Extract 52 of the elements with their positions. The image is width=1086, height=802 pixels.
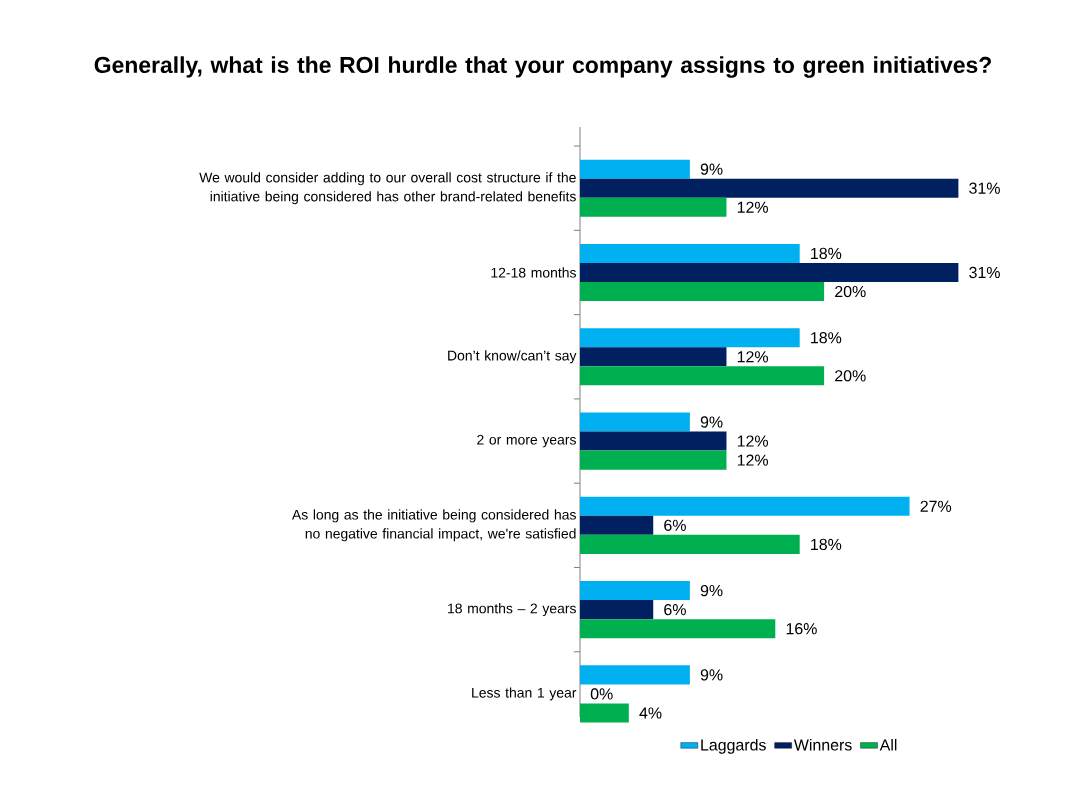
data-label: 6% <box>664 603 686 616</box>
data-label: 18% <box>811 332 842 344</box>
bar <box>580 600 654 620</box>
bar <box>580 366 825 386</box>
data-label: 18% <box>811 538 842 551</box>
bar <box>580 328 800 348</box>
data-label: 9% <box>700 416 723 428</box>
bar <box>580 703 629 723</box>
bar <box>580 665 690 685</box>
bar <box>580 197 727 217</box>
data-label: 9% <box>700 584 723 597</box>
data-label: 18% <box>811 247 842 260</box>
data-label: 0% <box>590 688 613 700</box>
y-tick-label: Don’t know/can’t say <box>448 350 577 364</box>
bar <box>580 159 690 179</box>
data-label: 31% <box>969 182 1000 194</box>
data-label: 20% <box>835 370 866 382</box>
legend-label: All <box>879 738 897 751</box>
bar <box>580 282 825 302</box>
data-label: 20% <box>835 285 866 298</box>
bar <box>580 178 959 198</box>
bar <box>580 243 800 263</box>
data-label: 9% <box>700 669 723 681</box>
data-label: 12% <box>737 454 769 466</box>
bar <box>580 496 910 516</box>
data-label: 6% <box>664 519 686 531</box>
data-label: 16% <box>786 623 817 635</box>
y-tick-label: Less than 1 year <box>472 687 577 701</box>
data-label: 12% <box>737 435 769 447</box>
data-label: 31% <box>969 266 1000 279</box>
data-label: 4% <box>639 707 662 719</box>
bar <box>580 347 727 367</box>
y-tick-label: 2 or more years <box>477 434 576 448</box>
y-tick-label: As long as the initiative being considered has no negative financial impact, we're satisfied <box>291 509 576 542</box>
bar <box>580 450 727 470</box>
bar <box>580 581 690 601</box>
legend-label: Winners <box>793 738 852 751</box>
data-label: 12% <box>737 201 769 213</box>
bar <box>580 431 727 451</box>
bar <box>580 412 690 432</box>
data-label: 12% <box>737 351 769 363</box>
legend-label: Laggards <box>701 738 766 754</box>
bar <box>580 534 800 554</box>
bar <box>580 619 776 639</box>
y-tick-label: 12-18 months <box>491 267 576 278</box>
y-tick-label: We would consider adding to our overall cost structure if the initiative being considered has other brand-related benefits <box>199 172 576 205</box>
data-label: 27% <box>920 500 952 512</box>
data-label: 9% <box>700 163 723 175</box>
bar <box>580 515 654 535</box>
bar <box>580 262 959 283</box>
chart-title: Generally, what is the ROI hurdle that your company assigns to green initiatives? <box>94 56 991 78</box>
y-tick-label: 18 months – 2 years <box>448 603 576 617</box>
